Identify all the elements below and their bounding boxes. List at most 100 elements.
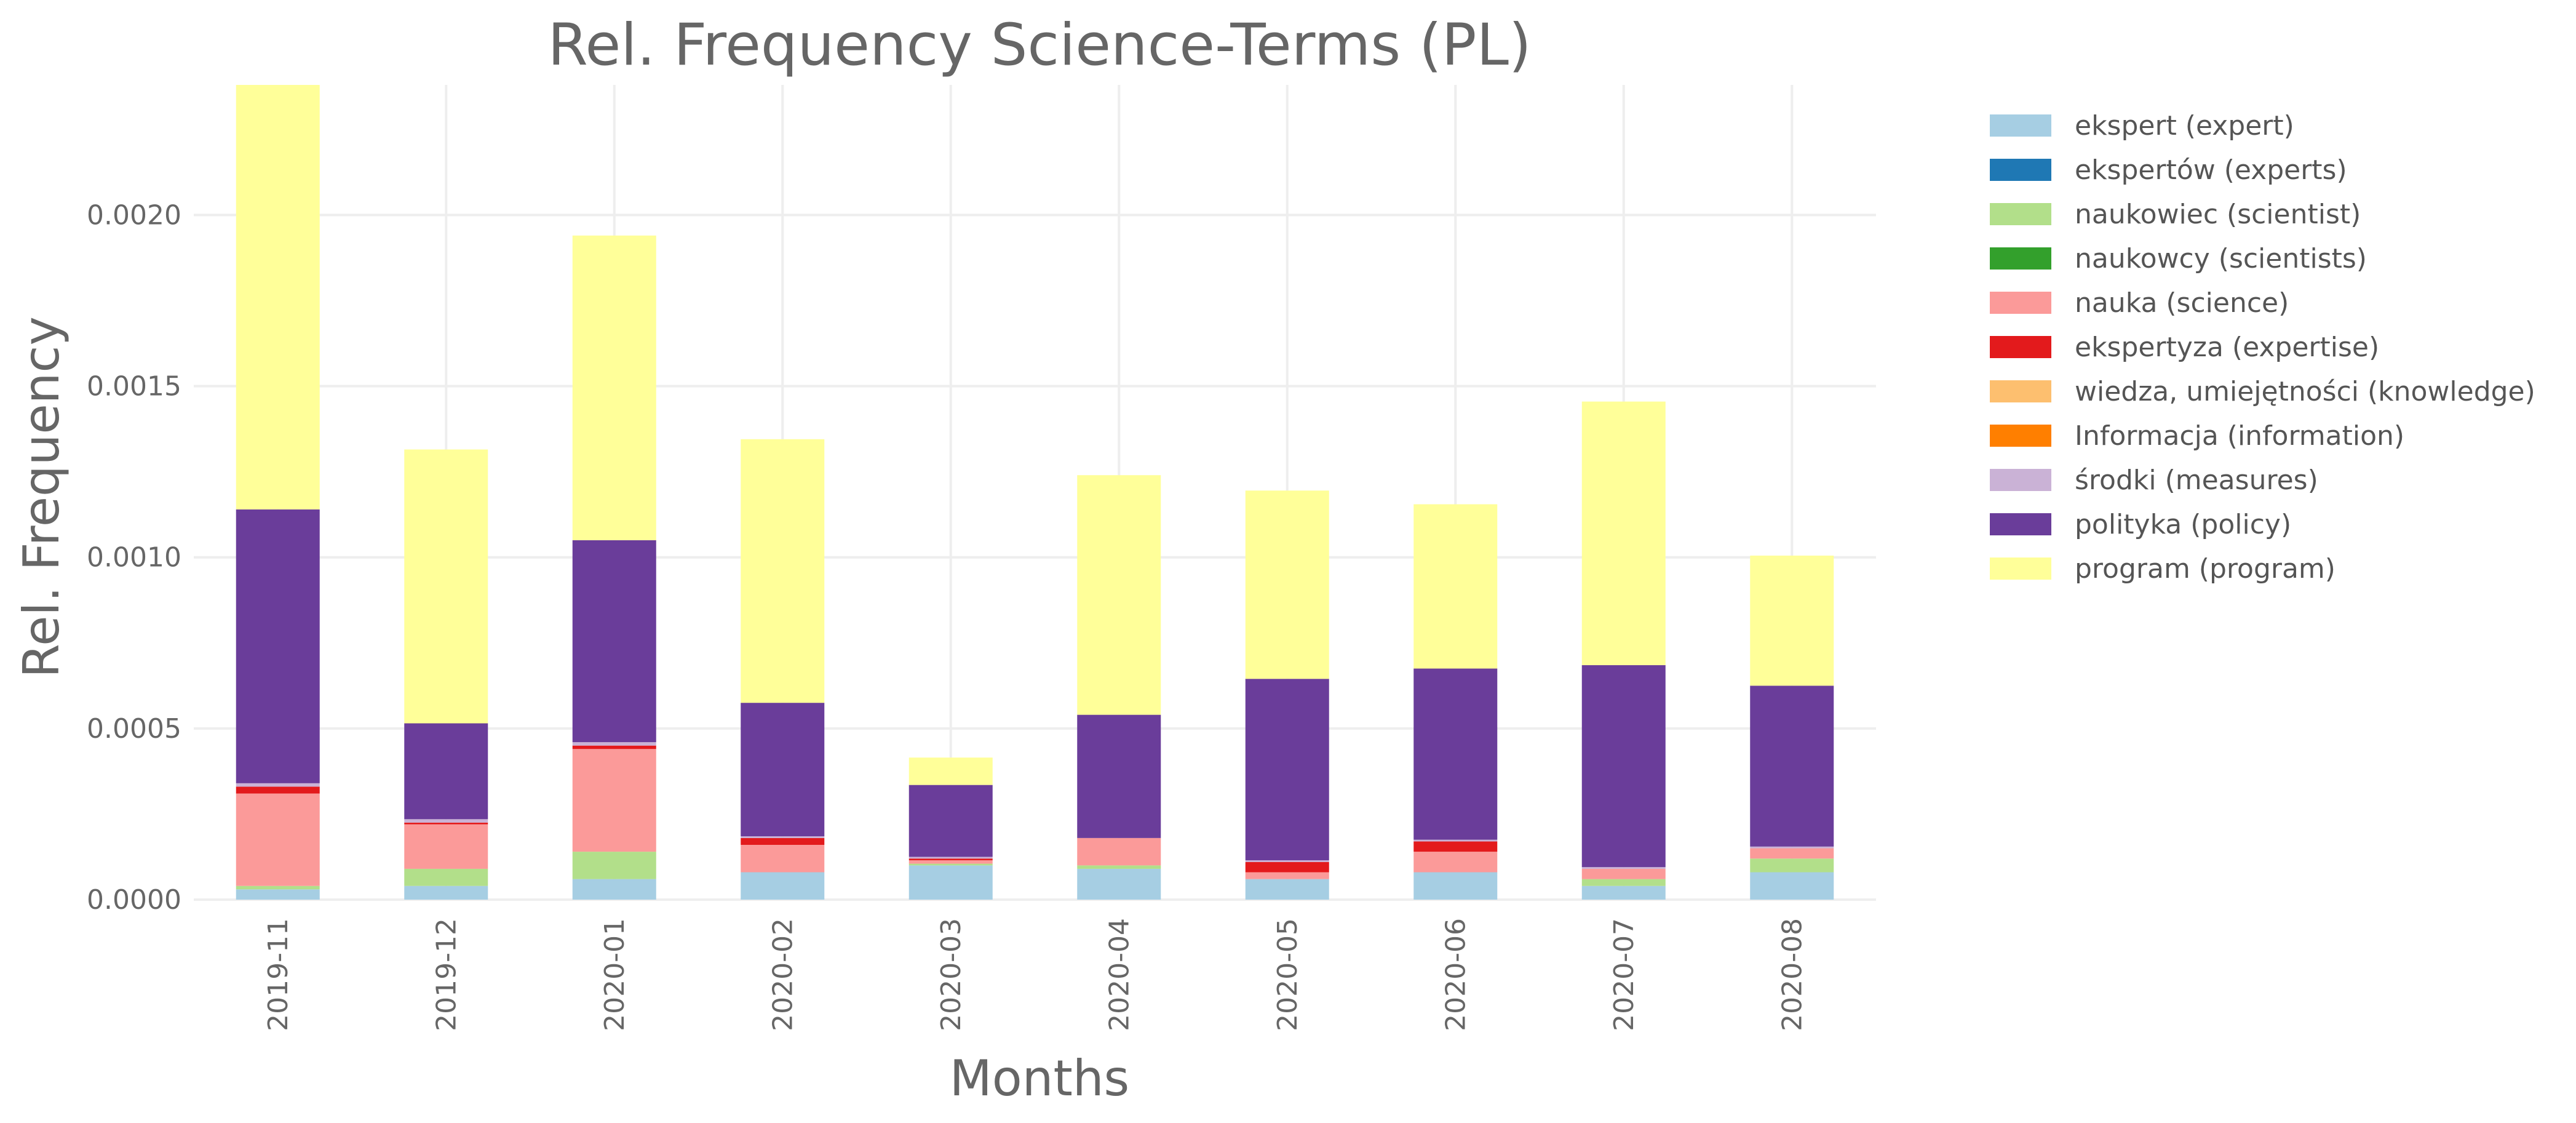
bar-segment	[572, 742, 656, 746]
y-axis-label: Rel. Frequency	[13, 316, 70, 678]
bar-segment	[572, 852, 656, 879]
bar-segment	[1245, 490, 1329, 679]
x-tick-label: 2020-07	[1608, 918, 1640, 1031]
bar-segment	[741, 439, 825, 703]
y-axis-ticks: 0.0000 0.0005 0.0010 0.0015 0.0020	[87, 199, 181, 916]
bar-segment	[1413, 852, 1498, 873]
legend-label: naukowcy (scientists)	[2075, 243, 2367, 274]
y-tick-label: 0.0020	[87, 199, 181, 231]
bar-segment	[1581, 885, 1666, 900]
legend-swatch	[1990, 159, 2051, 181]
bar-segment	[1750, 872, 1834, 900]
legend-label: ekspertów (experts)	[2075, 154, 2347, 186]
y-tick-label: 0.0010	[87, 542, 181, 573]
legend-label: program (program)	[2075, 553, 2335, 585]
bar-segment	[741, 836, 825, 838]
bar-segment	[741, 837, 825, 845]
bar-segment	[1750, 848, 1834, 859]
legend-label: ekspertyza (expertise)	[2075, 332, 2379, 363]
bar-segment	[404, 824, 488, 869]
legend-swatch	[1990, 203, 2051, 225]
bar-segment	[1750, 846, 1834, 849]
y-tick-label: 0.0005	[87, 713, 181, 745]
bar-segment	[1245, 679, 1329, 861]
bar-segment	[908, 865, 993, 900]
bar-segment	[1413, 668, 1498, 840]
legend-swatch	[1990, 114, 2051, 137]
x-axis-ticks: 2019-11 2019-12 2020-01 2020-02 2020-03 2020-…	[263, 918, 1808, 1031]
x-tick-label: 2020-08	[1776, 918, 1808, 1031]
bar-segment	[908, 857, 993, 859]
bar-segment	[908, 757, 993, 785]
bar-segment	[908, 785, 993, 857]
bar-segment	[1245, 879, 1329, 900]
legend-swatch	[1990, 336, 2051, 358]
bar-segment	[236, 793, 320, 886]
legend-swatch	[1990, 292, 2051, 314]
bar-segment	[1581, 867, 1666, 869]
bar-segment	[1245, 861, 1329, 873]
bar-segment	[741, 872, 825, 900]
bar-segment	[1077, 837, 1161, 866]
x-tick-label: 2020-02	[767, 918, 798, 1031]
bar-segment	[908, 863, 993, 866]
legend-swatch	[1990, 513, 2051, 535]
x-tick-label: 2019-12	[431, 918, 462, 1031]
bar-segment	[1581, 401, 1666, 665]
bar-segment	[1750, 555, 1834, 686]
legend-label: Informacja (information)	[2075, 420, 2404, 452]
bar-segment	[1245, 860, 1329, 862]
x-axis-label: Months	[950, 1050, 1129, 1107]
legend-swatch	[1990, 558, 2051, 580]
bar-segment	[572, 879, 656, 900]
bar-segment	[1077, 475, 1161, 715]
bar-segment	[404, 868, 488, 886]
x-tick-label: 2020-01	[599, 918, 630, 1031]
bar-segment	[1413, 839, 1498, 842]
bar-segment	[572, 235, 656, 540]
x-tick-label: 2020-05	[1272, 918, 1303, 1031]
bar-segment	[741, 844, 825, 873]
bar-segment	[1077, 714, 1161, 838]
bar-segment	[908, 860, 993, 864]
chart-title: Rel. Frequency Science-Terms (PL)	[547, 12, 1531, 79]
bar-segment	[404, 822, 488, 825]
x-tick-label: 2019-11	[263, 918, 294, 1031]
bar-segment	[236, 783, 320, 787]
bar-segment	[572, 745, 656, 749]
bar-segment	[1077, 865, 1161, 869]
bar-segment	[741, 703, 825, 837]
legend-label: środki (measures)	[2075, 465, 2318, 496]
bar-segment	[404, 819, 488, 823]
bar-segment	[1581, 868, 1666, 879]
bar-segment	[1581, 665, 1666, 868]
bar-segment	[236, 889, 320, 900]
x-tick-label: 2020-03	[936, 918, 967, 1031]
bar-segment	[1413, 872, 1498, 900]
bar-segment	[236, 85, 320, 510]
bar-segment	[908, 858, 993, 861]
legend-label: polityka (policy)	[2075, 509, 2291, 540]
bar-segment	[572, 749, 656, 852]
bar-segment	[1245, 872, 1329, 879]
bars	[236, 85, 1834, 900]
x-tick-label: 2020-04	[1103, 918, 1135, 1031]
y-tick-label: 0.0000	[87, 884, 181, 916]
legend: ekspert (expert) ekspertów (experts) nauko…	[1990, 110, 2535, 585]
x-tick-label: 2020-06	[1440, 918, 1471, 1031]
bar-segment	[572, 540, 656, 743]
legend-swatch	[1990, 247, 2051, 270]
bar-segment	[1750, 858, 1834, 873]
bar-segment	[1413, 504, 1498, 669]
bar-segment	[236, 509, 320, 783]
legend-swatch	[1990, 469, 2051, 491]
bar-segment	[1077, 868, 1161, 900]
bar-segment	[404, 885, 488, 900]
legend-label: nauka (science)	[2075, 287, 2289, 319]
y-tick-label: 0.0015	[87, 371, 181, 402]
legend-swatch	[1990, 380, 2051, 402]
bar-segment	[1581, 879, 1666, 886]
bar-segment	[404, 723, 488, 820]
legend-label: ekspert (expert)	[2075, 110, 2294, 142]
